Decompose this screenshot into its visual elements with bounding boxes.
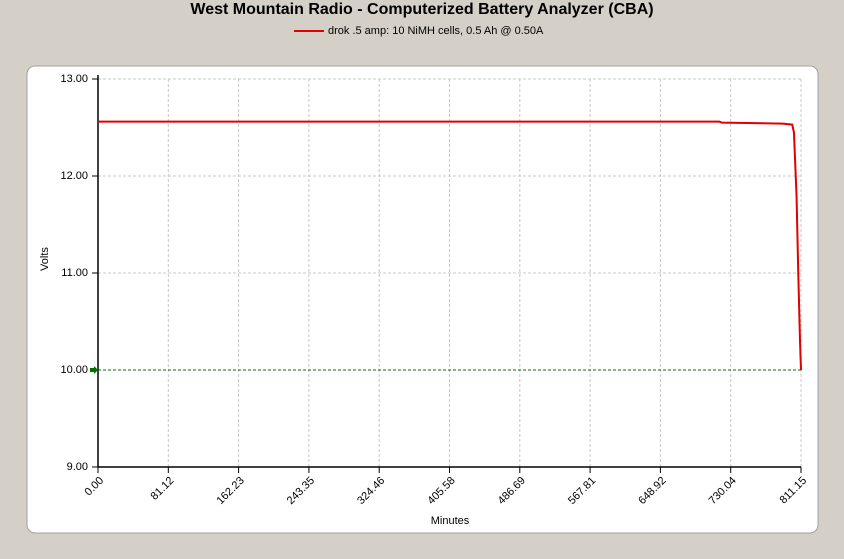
x-axis-label: Minutes	[431, 515, 470, 527]
cutoff-arrow	[90, 366, 98, 374]
plot-panel	[26, 65, 819, 534]
data-line	[98, 120, 802, 371]
y-tick-label: 11.00	[61, 267, 88, 279]
y-tick-label: 13.00	[60, 73, 88, 85]
y-tick-label: 9.00	[67, 461, 88, 473]
chart-title: West Mountain Radio - Computerized Batte…	[190, 1, 653, 18]
y-tick-label: 10.00	[60, 364, 88, 376]
y-tick-label: 12.00	[60, 170, 88, 182]
y-axis-label: Volts	[39, 247, 51, 271]
legend-label: drok .5 amp: 10 NiMH cells, 0.5 Ah @ 0.5…	[328, 25, 544, 37]
